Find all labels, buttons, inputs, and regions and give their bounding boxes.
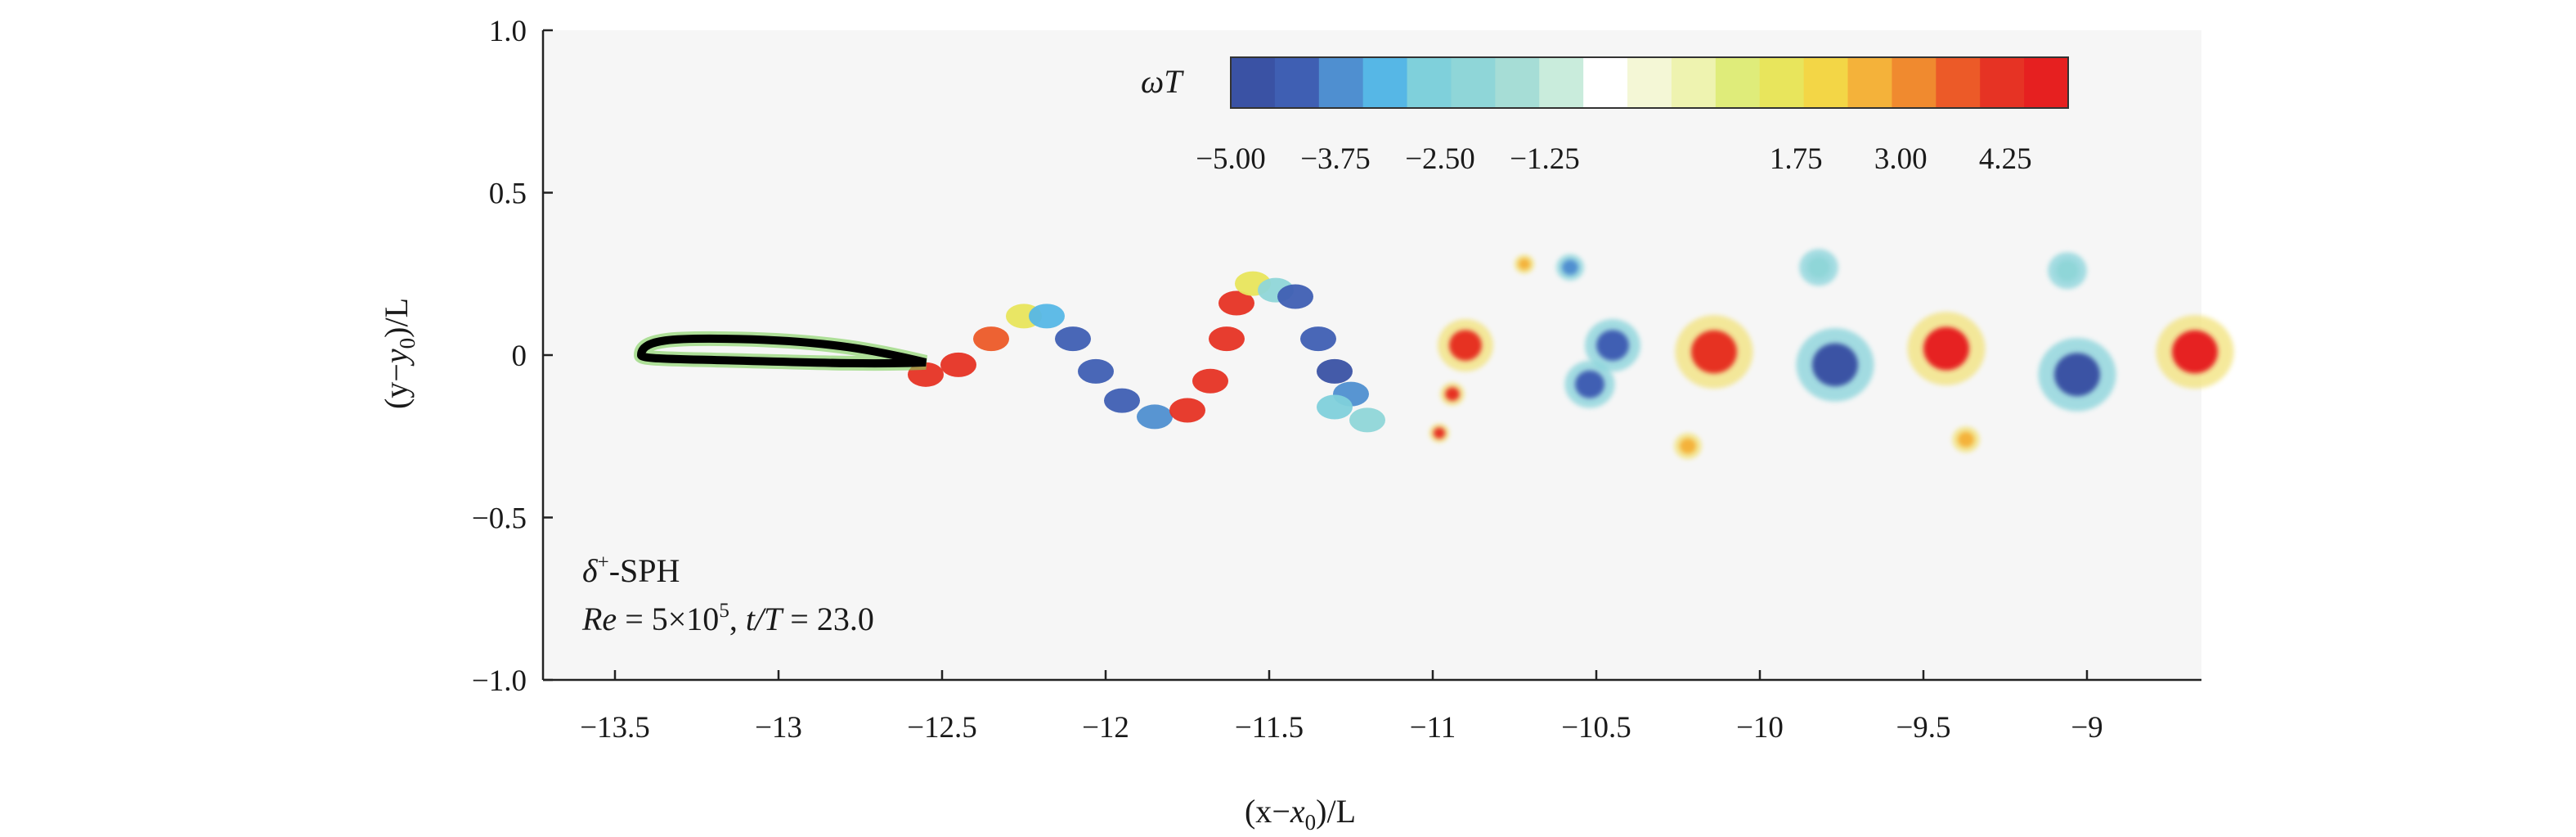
- colorbar-swatch: [1451, 57, 1496, 108]
- shear-layer-blob: [973, 326, 1009, 352]
- shear-layer-blob: [1029, 304, 1065, 329]
- y-tick-label: 1.0: [489, 15, 527, 48]
- vortex-core: [1680, 438, 1696, 454]
- colorbar-tick-label: −2.50: [1405, 142, 1475, 176]
- vortex-core: [1575, 370, 1604, 398]
- colorbar-swatch: [2024, 57, 2069, 108]
- colorbar-swatch: [1274, 57, 1320, 108]
- colorbar-tick-label: 1.75: [1770, 142, 1823, 176]
- x-tick-label: −13: [755, 711, 802, 745]
- shear-layer-blob: [940, 352, 976, 377]
- colorbar: ωT −5.00 −3.75 −2.50 −1.25 1.75 3.00 4.25: [1141, 56, 2069, 176]
- y-tick-label: −0.5: [472, 502, 527, 536]
- colorbar-swatch: [1847, 57, 1893, 108]
- x-tick-label: −12: [1082, 711, 1129, 745]
- colorbar-tick-label: 4.25: [1979, 142, 2032, 176]
- colorbar-tick-label: −1.25: [1510, 142, 1580, 176]
- colorbar-swatch: [1980, 57, 2025, 108]
- x-tick-label: −10.5: [1561, 711, 1631, 745]
- x-ticks: −13.5 −13 −12.5 −12 −11.5 −11 −10.5 −10 −9.5 −9: [580, 670, 2103, 745]
- shear-layer-blob: [1209, 326, 1245, 352]
- colorbar-tick-label: 3.00: [1874, 142, 1928, 176]
- y-axis-label: (y−y0)/L: [378, 298, 420, 409]
- vortex-core: [1518, 259, 1531, 270]
- shear-layer-blob: [1192, 368, 1228, 394]
- shear-layer-blob: [1055, 326, 1091, 352]
- colorbar-swatch: [1627, 57, 1672, 108]
- colorbar-swatch: [1715, 57, 1761, 108]
- x-tick-label: −9.5: [1896, 711, 1950, 745]
- shear-layer-blob: [1317, 394, 1353, 420]
- vortex-core: [2056, 259, 2079, 281]
- vortex-core: [1445, 387, 1460, 401]
- colorbar-swatch: [1671, 57, 1717, 108]
- colorbar-frame: [1230, 56, 2069, 109]
- shear-layer-blob: [1349, 407, 1385, 433]
- x-tick-label: −9: [2071, 711, 2103, 745]
- simulation-annotation: δ+-SPH Re = 5×105, t/T = 23.0: [581, 551, 874, 637]
- y-tick-label: −1.0: [472, 664, 527, 698]
- colorbar-swatch: [1231, 57, 1276, 108]
- method-label: δ+-SPH: [582, 551, 680, 589]
- vorticity-field: [633, 249, 2234, 460]
- colorbar-swatch: [1539, 57, 1584, 108]
- colorbar-swatch: [1892, 57, 1936, 108]
- vortex-core: [1562, 259, 1578, 276]
- swimmer-body: [636, 334, 927, 368]
- shear-layer-blob: [1277, 284, 1313, 309]
- vortex-core: [1807, 256, 1830, 279]
- x-tick-label: −11.5: [1235, 711, 1304, 745]
- colorbar-swatch: [1407, 57, 1452, 108]
- vortex-core: [1449, 330, 1482, 361]
- x-tick-label: −11: [1410, 711, 1456, 745]
- y-tick-label: 0.5: [489, 178, 527, 211]
- x-axis-label: (x−x0)/L: [1245, 793, 1356, 835]
- colorbar-swatch: [1318, 57, 1364, 108]
- shear-layer-blob: [1078, 358, 1114, 384]
- vortex-core: [2172, 330, 2218, 374]
- colorbar-swatch: [1803, 57, 1849, 108]
- colorbar-label: ωT: [1141, 63, 1184, 100]
- x-tick-label: −10: [1736, 711, 1784, 745]
- shear-layer-blob: [1218, 290, 1254, 316]
- vortex-core: [2054, 353, 2100, 397]
- colorbar-swatch: [1759, 57, 1805, 108]
- y-ticks: 1.0 0.5 0 −0.5 −1.0: [472, 15, 553, 698]
- vortex-core: [1433, 427, 1446, 439]
- x-tick-label: −13.5: [580, 711, 650, 745]
- colorbar-tick-label: −5.00: [1196, 142, 1266, 176]
- shear-layer-blob: [1317, 358, 1353, 384]
- reynolds-time-label: Re = 5×105, t/T = 23.0: [581, 600, 874, 637]
- shear-layer-blob: [1104, 388, 1140, 413]
- colorbar-swatches: [1231, 57, 2069, 108]
- colorbar-swatch: [1583, 57, 1628, 108]
- y-tick-label: 0: [512, 340, 527, 373]
- colorbar-tick-label: −3.75: [1300, 142, 1371, 176]
- vortex-core: [1691, 330, 1737, 374]
- vortex-core: [1958, 431, 1974, 448]
- vortex-core: [1923, 326, 1969, 371]
- colorbar-swatch: [1936, 57, 1981, 108]
- shear-layer-blob: [1300, 326, 1336, 352]
- colorbar-swatch: [1362, 57, 1408, 108]
- x-tick-label: −12.5: [907, 711, 977, 745]
- colorbar-swatch: [1495, 57, 1540, 108]
- shear-layer-blob: [1169, 398, 1205, 423]
- vortex-core: [1596, 330, 1629, 361]
- shear-layer-blob: [1137, 404, 1173, 430]
- colorbar-tick-labels: −5.00 −3.75 −2.50 −1.25 1.75 3.00 4.25: [1196, 142, 2031, 176]
- vortex-core: [1812, 343, 1858, 387]
